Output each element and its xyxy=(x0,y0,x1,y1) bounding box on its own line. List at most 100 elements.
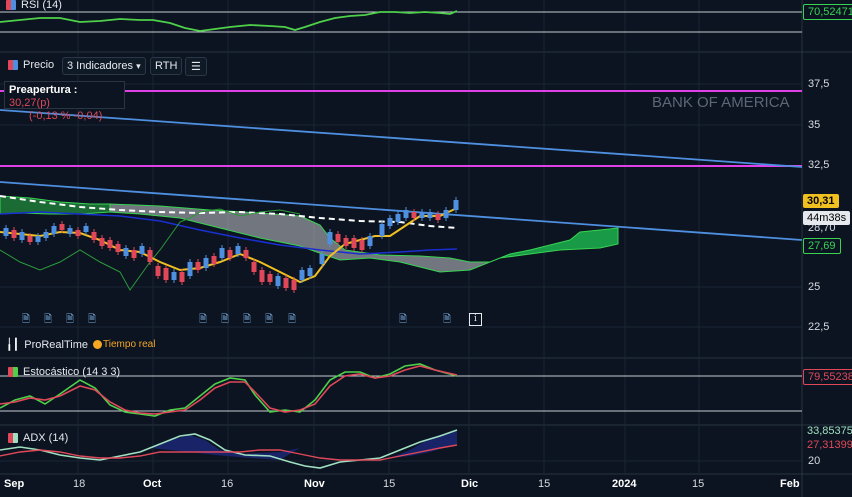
candle-body xyxy=(35,236,41,242)
news-icon[interactable]: 🗎 xyxy=(443,314,452,325)
list-menu-button[interactable]: ☰ xyxy=(185,57,207,76)
candle-body xyxy=(147,250,153,262)
indicators-dropdown-label: 3 Indicadores xyxy=(67,60,134,72)
adx-fill xyxy=(150,435,300,460)
candlestick-series xyxy=(3,197,459,293)
adx-swatch-icon xyxy=(8,433,18,443)
stochastic-d-line xyxy=(0,365,458,415)
candle-body xyxy=(319,254,325,264)
news-icon[interactable]: 🗎 xyxy=(22,314,31,325)
news-icon[interactable]: 🗎 xyxy=(288,314,297,325)
news-icon[interactable]: 🗎 xyxy=(265,314,274,325)
news-icon[interactable]: 🗎 xyxy=(221,314,230,325)
stochastic-value-tag: 79,55238 xyxy=(803,369,852,385)
preopen-box: Preapertura : 30,27(p) (-0,13 % -0,04) xyxy=(4,81,125,122)
candle-body xyxy=(327,232,333,244)
price-axis-25: 25 xyxy=(808,281,821,293)
candle-body xyxy=(91,232,97,240)
cloud-grey xyxy=(109,203,491,273)
candle-body xyxy=(411,212,417,218)
adx-di-line xyxy=(0,444,458,461)
rsi-label[interactable]: RSI (14) xyxy=(6,0,62,11)
candle-body xyxy=(259,270,265,282)
price-swatch-icon xyxy=(8,60,18,70)
candle-body xyxy=(235,246,241,254)
candle-body xyxy=(403,210,409,218)
adx-line xyxy=(0,429,458,469)
chevron-down-icon: ▾ xyxy=(136,61,141,71)
green-level-tag: 27,69 xyxy=(803,238,841,254)
candle-body xyxy=(283,278,289,288)
candle-body xyxy=(379,224,385,236)
candle-body xyxy=(155,266,161,276)
trend-line-lower[interactable] xyxy=(0,181,803,241)
xaxis-oct: Oct xyxy=(143,478,162,490)
xaxis-feb: Feb xyxy=(780,478,800,490)
xaxis-15c: 15 xyxy=(692,478,705,490)
candle-body xyxy=(139,246,145,254)
preopen-value: 30,27(p) xyxy=(9,97,50,109)
candle-body xyxy=(115,244,121,252)
candle-body xyxy=(227,250,233,258)
stochastic-label[interactable]: Estocástico (14 3 3) xyxy=(8,366,120,378)
candle-body xyxy=(251,262,257,272)
realtime-source: ╽┃ ProRealTime Tiempo real xyxy=(6,338,156,352)
xaxis-15a: 15 xyxy=(383,478,396,490)
list-icon: ☰ xyxy=(191,61,201,73)
candle-body xyxy=(43,232,49,238)
candle-body xyxy=(387,218,393,226)
rth-button[interactable]: RTH xyxy=(150,57,183,75)
trend-line-upper[interactable] xyxy=(0,109,803,168)
indicators-dropdown[interactable]: 3 Indicadores ▾ xyxy=(62,57,146,75)
candle-body xyxy=(367,236,373,246)
news-icon[interactable]: 🗎 xyxy=(44,314,53,325)
candle-body xyxy=(219,248,225,258)
candle-body xyxy=(435,214,441,220)
realtime-source-text: ProRealTime xyxy=(24,338,89,351)
adx-axis-20: 20 xyxy=(808,455,821,467)
candle-body xyxy=(243,250,249,258)
adx-label[interactable]: ADX (14) xyxy=(8,432,68,444)
xaxis-16: 16 xyxy=(221,478,234,490)
candle-body xyxy=(267,274,273,282)
candle-body xyxy=(211,256,217,264)
rsi-value-tag: 70,52471 xyxy=(803,4,852,20)
rsi-label-text: RSI (14) xyxy=(21,0,62,11)
price-axis-32-5: 32,5 xyxy=(808,159,830,171)
rsi-swatch-icon xyxy=(6,0,16,10)
news-icon[interactable]: 🗎 xyxy=(243,314,252,325)
price-label[interactable]: Precio xyxy=(8,59,54,71)
xaxis-18: 18 xyxy=(73,478,86,490)
info-icon[interactable]: i xyxy=(469,313,482,326)
candle-body xyxy=(19,232,25,240)
candle-body xyxy=(419,212,425,218)
adx-label-text: ADX (14) xyxy=(23,432,69,444)
news-icon[interactable]: 🗎 xyxy=(199,314,208,325)
price-axis-37-5: 37,5 xyxy=(808,78,830,90)
candle-chart-icon: ╽┃ xyxy=(6,339,20,351)
xaxis-2024: 2024 xyxy=(612,478,637,490)
candle-body xyxy=(443,210,449,218)
preopen-label: Preapertura : xyxy=(9,84,78,96)
xaxis-nov: Nov xyxy=(304,478,325,490)
candle-body xyxy=(11,230,17,238)
news-icon[interactable]: 🗎 xyxy=(399,314,408,325)
preopen-change: (-0,13 % -0,04) xyxy=(29,110,103,122)
xaxis-sep: Sep xyxy=(4,478,25,490)
countdown-timer-tag: 44m38s xyxy=(803,211,851,225)
candle-body xyxy=(123,248,129,256)
candle-body xyxy=(351,238,357,248)
candle-body xyxy=(299,270,305,280)
gold-average-line xyxy=(0,207,458,284)
rsi-line xyxy=(0,10,458,32)
xaxis-15b: 15 xyxy=(538,478,551,490)
news-icon[interactable]: 🗎 xyxy=(88,314,97,325)
news-icon[interactable]: 🗎 xyxy=(66,314,75,325)
price-axis-35: 35 xyxy=(808,119,821,131)
realtime-label: Tiempo real xyxy=(103,339,156,350)
candle-body xyxy=(203,258,209,268)
candle-body xyxy=(163,268,169,280)
blue-moving-average xyxy=(0,211,458,255)
last-price-tag: 30,31 xyxy=(803,194,839,208)
